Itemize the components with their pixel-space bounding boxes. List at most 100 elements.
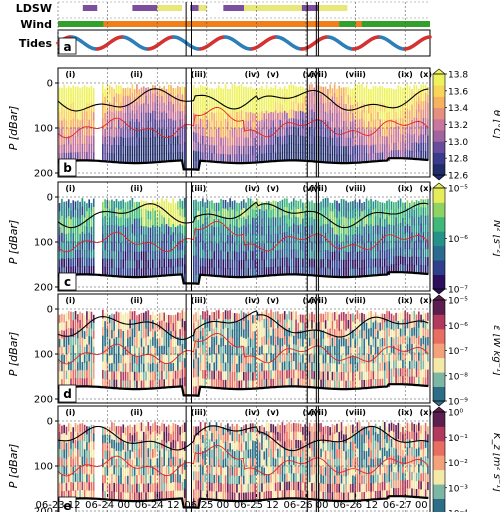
profile-cell — [340, 259, 343, 270]
profile-cell — [424, 143, 427, 153]
profile-cell — [204, 345, 206, 355]
profile-cell — [281, 362, 284, 372]
profile-cell — [290, 217, 293, 227]
profile-cell — [327, 241, 329, 251]
profile-cell — [145, 380, 147, 390]
profile-cell — [377, 330, 379, 340]
profile-cell — [424, 329, 427, 339]
profile-cell — [252, 104, 254, 114]
profile-cell — [145, 209, 147, 219]
profile-cell — [418, 127, 420, 137]
profile-cell — [342, 199, 345, 209]
profile-cell — [108, 355, 111, 365]
profile-cell — [83, 152, 86, 162]
profile-cell — [131, 426, 134, 436]
profile-cell — [83, 473, 86, 483]
profile-cell — [381, 354, 384, 364]
profile-cell — [388, 311, 391, 321]
profile-cell — [92, 96, 95, 105]
profile-cell — [345, 129, 347, 139]
profile-cell — [292, 310, 295, 320]
profile-cell — [270, 242, 272, 252]
profile-cell — [418, 135, 420, 145]
profile-cell — [92, 482, 95, 492]
profile-cell — [170, 315, 172, 324]
profile-cell — [138, 355, 140, 365]
profile-cell — [277, 136, 279, 146]
profile-cell — [333, 312, 336, 322]
profile-cell — [145, 121, 147, 131]
profile-cell — [395, 368, 397, 377]
profile-cell — [388, 88, 391, 97]
profile-cell — [340, 104, 343, 114]
profile-cell — [199, 201, 202, 210]
profile-cell — [117, 467, 120, 477]
profile-cell — [77, 449, 79, 459]
profile-cell — [152, 362, 154, 373]
profile-cell — [215, 218, 218, 228]
profile-cell — [336, 345, 338, 355]
profile-cell — [368, 362, 370, 372]
profile-cell — [265, 379, 268, 389]
profile-cell — [111, 145, 113, 155]
profile-cell — [352, 113, 354, 123]
profile-cell — [199, 266, 202, 276]
profile-cell — [270, 250, 272, 260]
profile-cell — [83, 135, 86, 145]
profile-cell — [70, 431, 72, 441]
profile-cell — [313, 243, 316, 252]
profile-cell — [286, 346, 288, 355]
profile-cell — [377, 346, 379, 356]
profile-cell — [297, 233, 300, 243]
profile-cell — [418, 257, 420, 266]
profile-cell — [413, 109, 416, 119]
profile-cell — [88, 450, 90, 460]
profile-cell — [297, 266, 300, 276]
profile-cell — [129, 362, 131, 373]
profile-cell — [74, 201, 77, 211]
profile-cell — [288, 110, 291, 120]
profile-cell — [192, 314, 195, 324]
wind-label: Wind — [20, 18, 52, 31]
profile-cell — [145, 319, 147, 330]
profile-cell — [393, 353, 395, 362]
profile-cell — [358, 145, 361, 155]
profile-cell — [265, 127, 268, 137]
profile-cell — [283, 361, 286, 371]
profile-cell — [111, 448, 113, 458]
profile-cell — [208, 96, 211, 106]
profile-cell — [136, 251, 138, 261]
profile-cell — [140, 95, 143, 105]
profile-cell — [345, 200, 347, 210]
profile-cell — [222, 208, 225, 218]
profile-cell — [136, 243, 138, 253]
profile-cell — [236, 210, 238, 220]
profile-cell — [177, 337, 179, 347]
profile-cell — [133, 122, 136, 131]
profile-cell — [390, 248, 393, 258]
profile-cell — [90, 110, 93, 120]
profile-cell — [127, 467, 129, 477]
profile-cell — [211, 95, 213, 105]
profile-cell — [163, 225, 165, 235]
profile-cell — [242, 251, 245, 261]
profile-cell — [290, 369, 293, 379]
profile-cell — [133, 450, 136, 460]
profile-cell — [402, 233, 404, 242]
profile-cell — [152, 320, 154, 330]
profile-cell — [63, 201, 65, 211]
profile-cell — [383, 250, 386, 260]
profile-cell — [299, 249, 302, 259]
profile-cell — [181, 327, 184, 337]
profile-cell — [331, 252, 334, 261]
profile-cell — [215, 362, 218, 372]
profile-cell — [124, 268, 127, 278]
profile-cell — [92, 240, 95, 250]
profile-cell — [358, 371, 361, 381]
profile-cell — [279, 95, 281, 105]
profile-cell — [129, 458, 131, 468]
colorbar-label: ε [W kg⁻¹] — [491, 325, 500, 376]
y-tick-label: 200 — [34, 169, 53, 180]
profile-cell — [124, 154, 127, 164]
profile-cell — [377, 233, 379, 243]
